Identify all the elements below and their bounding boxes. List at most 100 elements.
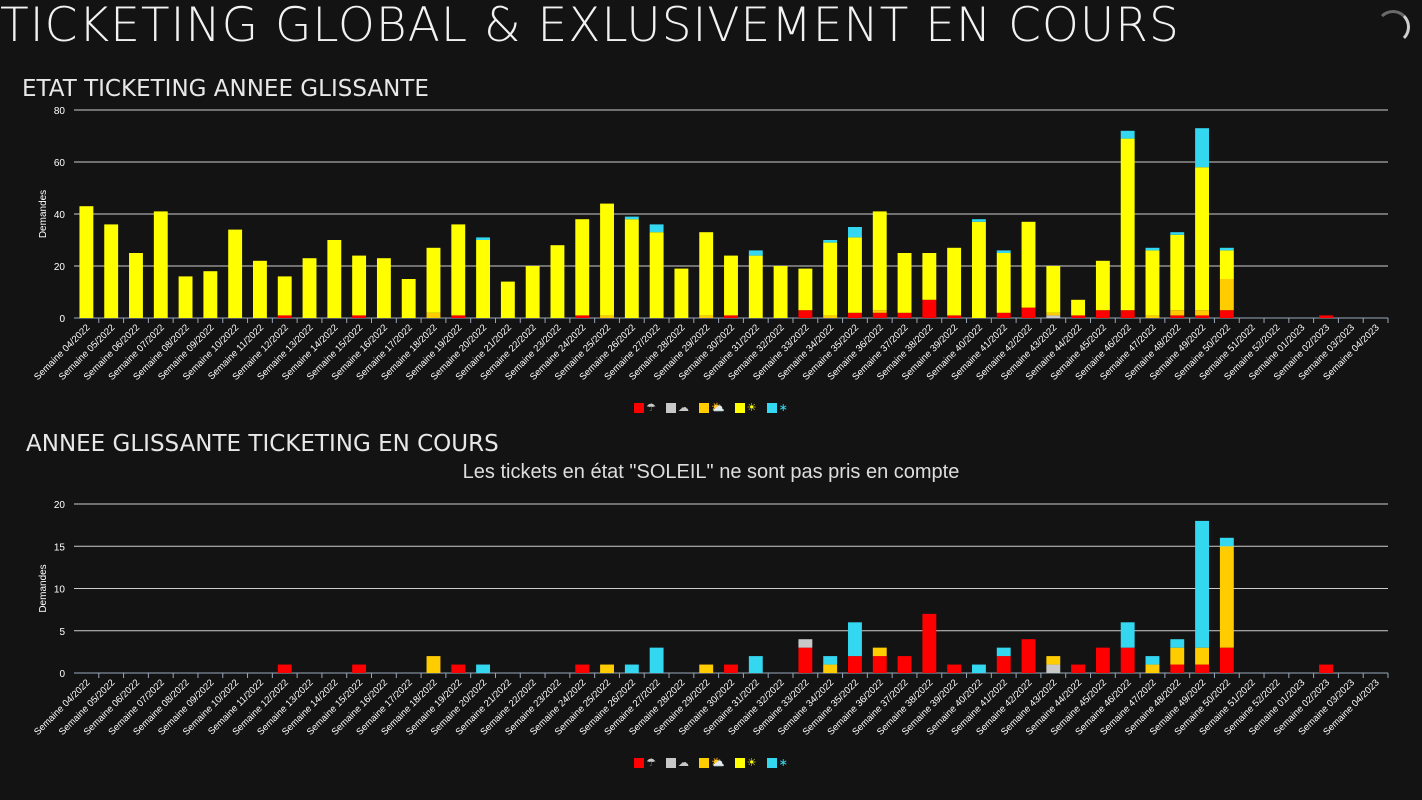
bar-segment-orange	[872, 310, 887, 313]
bar-segment-bleu	[748, 656, 763, 673]
y-tick-label: 5	[59, 627, 65, 638]
y-axis-label: Demandes	[38, 564, 49, 612]
bar-segment-bleu	[1195, 520, 1209, 648]
legend-swatch	[666, 403, 677, 413]
bar-segment-rouge	[897, 312, 912, 318]
legend-item-bleu[interactable]: ∗	[766, 403, 788, 414]
storm-cloud-icon: ☂	[646, 757, 657, 769]
legend-swatch	[699, 758, 710, 768]
bar-segment-rouge	[798, 647, 813, 673]
bar-segment-bleu	[1145, 247, 1160, 251]
legend-item-gris[interactable]: ☁	[666, 402, 690, 414]
y-tick-label: 60	[54, 158, 66, 169]
bar-segment-jaune	[798, 268, 813, 311]
legend-item-jaune[interactable]: ☀	[734, 402, 757, 414]
legend-item-orange[interactable]: ⛅	[699, 403, 725, 414]
bar-segment-rouge	[277, 664, 292, 673]
bar-segment-jaune	[848, 237, 862, 313]
bar-segment-orange	[823, 664, 838, 673]
sun-cloud-icon: ⛅	[711, 757, 725, 769]
bar-segment-jaune	[1095, 260, 1110, 311]
bar-segment-orange	[1046, 312, 1061, 316]
bar-segment-rouge	[1170, 664, 1185, 673]
legend-item-orange[interactable]: ⛅	[699, 757, 725, 769]
bar-segment-bleu	[649, 224, 664, 233]
legend-swatch	[734, 403, 745, 413]
bar-segment-jaune	[922, 253, 937, 300]
bar-segment-bleu	[1145, 656, 1160, 665]
legend-swatch	[766, 403, 777, 413]
bar-segment-jaune	[401, 279, 416, 318]
bar-segment-jaune	[476, 240, 491, 318]
sun-icon: ☀	[746, 402, 757, 414]
bar-segment-rouge	[996, 312, 1011, 318]
bar-segment-jaune	[624, 219, 639, 318]
bar-segment-bleu	[748, 250, 763, 256]
bar-segment-rouge	[872, 656, 887, 673]
bar-segment-orange	[1170, 647, 1185, 665]
bar-segment-orange	[426, 656, 441, 673]
legend-item-jaune[interactable]: ☀	[734, 758, 757, 769]
bar-segment-jaune	[649, 232, 664, 318]
bar-segment-bleu	[1120, 130, 1135, 139]
rain-cloud-icon: ☁	[678, 757, 690, 769]
bar-segment-orange	[823, 315, 838, 318]
bar-segment-rouge	[947, 664, 962, 673]
legend-item-gris[interactable]: ☁	[666, 757, 690, 769]
bar-segment-jaune	[426, 247, 441, 313]
bar-segment-jaune	[699, 232, 714, 316]
bar-segment-jaune	[104, 224, 119, 318]
bar-segment-jaune	[1021, 221, 1036, 308]
bar-segment-jaune	[575, 219, 590, 316]
legend-item-rouge[interactable]: ☂	[634, 402, 657, 414]
bar-segment-rouge	[848, 656, 862, 673]
bar-segment-orange	[1145, 664, 1160, 673]
rain-cloud-icon: ☁	[678, 402, 690, 414]
bar-segment-orange	[872, 647, 887, 657]
bar-segment-orange	[600, 315, 614, 318]
storm-cloud-icon: ☂	[646, 402, 657, 414]
bar-segment-bleu	[996, 250, 1011, 253]
legend-item-bleu[interactable]: ∗	[766, 758, 788, 769]
bar-segment-bleu	[996, 647, 1011, 657]
bar-segment-orange	[699, 664, 714, 673]
legend-swatch	[634, 758, 645, 768]
y-tick-label: 0	[59, 314, 65, 325]
bar-segment-jaune	[302, 258, 317, 318]
page-title: TICKETING GLOBAL & EXLUSIVEMENT EN COURS	[0, 0, 1180, 53]
bar-segment-rouge	[575, 315, 590, 318]
bar-segment-rouge	[1195, 664, 1209, 673]
bar-segment-orange	[426, 312, 441, 318]
legend-item-rouge[interactable]: ☂	[634, 757, 657, 769]
bar-segment-jaune	[376, 258, 391, 318]
y-tick-label: 20	[54, 262, 66, 273]
bar-segment-rouge	[1219, 310, 1234, 318]
legend-swatch	[666, 758, 677, 768]
y-tick-label: 0	[59, 669, 65, 680]
bar-segment-jaune	[79, 206, 94, 318]
bar-segment-rouge	[1120, 310, 1135, 318]
bar-segment-orange	[1219, 546, 1234, 648]
legend-swatch	[634, 403, 645, 413]
bar-segment-jaune	[550, 245, 565, 318]
bar-segment-bleu	[848, 622, 862, 657]
bar-segment-rouge	[724, 315, 738, 318]
y-tick-label: 40	[54, 210, 66, 221]
legend-swatch	[734, 758, 745, 768]
bar-segment-jaune	[947, 247, 962, 316]
bar-segment-gris	[798, 639, 813, 648]
bar-segment-rouge	[897, 656, 912, 673]
bar-segment-rouge	[947, 315, 962, 318]
bar-segment-rouge	[451, 315, 466, 318]
bar-segment-bleu	[476, 664, 491, 673]
bar-segment-jaune	[327, 240, 342, 318]
bar-segment-jaune	[773, 266, 788, 318]
y-tick-label: 20	[54, 500, 66, 511]
bar-segment-jaune	[451, 224, 466, 316]
bar-segment-bleu	[1219, 247, 1234, 251]
bar-segment-rouge	[1021, 639, 1036, 673]
bar-segment-jaune	[1046, 266, 1061, 313]
bar-segment-gris	[1046, 664, 1061, 673]
bar-segment-jaune	[897, 253, 912, 313]
